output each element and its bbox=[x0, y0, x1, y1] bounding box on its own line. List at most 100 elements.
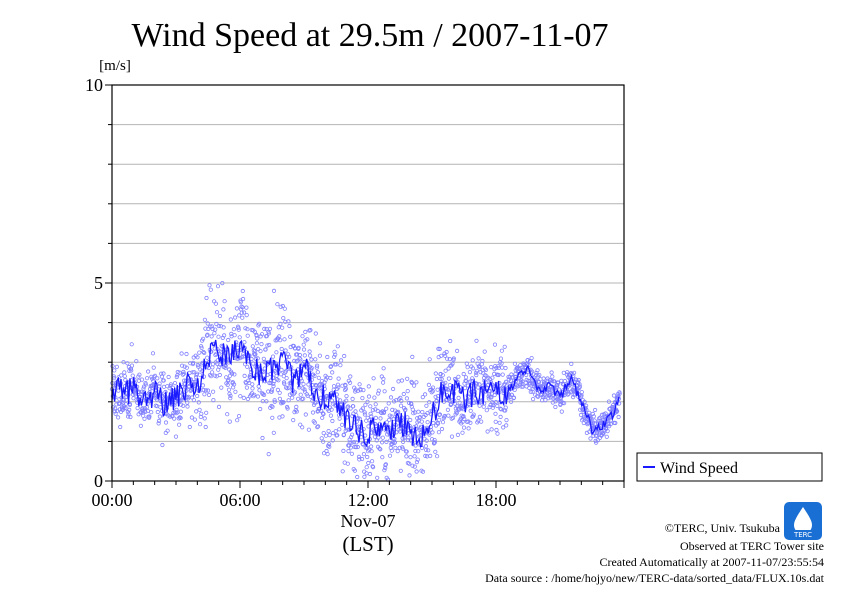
raw-point bbox=[461, 414, 466, 419]
raw-point bbox=[456, 395, 461, 400]
raw-point bbox=[269, 389, 274, 394]
raw-point bbox=[272, 399, 277, 404]
raw-point bbox=[550, 374, 555, 379]
raw-point bbox=[294, 404, 299, 409]
raw-point bbox=[512, 361, 518, 366]
raw-point bbox=[492, 371, 497, 376]
terc-logo-icon: TERC bbox=[784, 502, 822, 540]
raw-point bbox=[335, 382, 341, 387]
raw-point bbox=[529, 355, 534, 361]
raw-point bbox=[493, 411, 498, 416]
raw-point bbox=[392, 440, 397, 445]
raw-point bbox=[203, 388, 209, 393]
raw-point bbox=[221, 325, 226, 330]
raw-point bbox=[321, 411, 326, 417]
raw-point bbox=[298, 422, 303, 427]
raw-point bbox=[396, 379, 401, 384]
raw-point bbox=[231, 327, 236, 332]
x-tick-label: 06:00 bbox=[219, 490, 260, 510]
raw-point bbox=[345, 404, 351, 409]
raw-point bbox=[510, 375, 516, 380]
raw-point bbox=[199, 345, 204, 350]
raw-point bbox=[222, 362, 227, 368]
x-tick-label: 00:00 bbox=[91, 490, 132, 510]
x-tick-label: 12:00 bbox=[347, 490, 388, 510]
raw-point bbox=[226, 387, 232, 392]
raw-point bbox=[468, 408, 473, 413]
raw-point bbox=[317, 353, 322, 358]
raw-point bbox=[219, 385, 224, 390]
raw-point bbox=[372, 434, 377, 439]
raw-point bbox=[476, 356, 481, 361]
raw-point bbox=[237, 335, 242, 340]
raw-point bbox=[361, 427, 366, 432]
raw-point bbox=[160, 442, 165, 448]
footer-copyright: ©TERC, Univ. Tsukuba bbox=[665, 521, 781, 535]
raw-point bbox=[382, 468, 387, 473]
raw-point bbox=[445, 407, 450, 412]
footer-observed: Observed at TERC Tower site bbox=[680, 539, 824, 553]
raw-point bbox=[410, 463, 415, 468]
raw-point bbox=[462, 416, 467, 422]
raw-point bbox=[328, 375, 333, 381]
raw-point bbox=[205, 332, 210, 337]
raw-point bbox=[435, 421, 441, 426]
raw-point bbox=[333, 429, 338, 434]
raw-point bbox=[286, 398, 291, 403]
raw-point bbox=[204, 295, 209, 301]
raw-point bbox=[254, 333, 259, 338]
raw-point bbox=[512, 387, 517, 392]
raw-point bbox=[434, 454, 440, 459]
raw-point bbox=[485, 429, 490, 434]
raw-point bbox=[275, 302, 280, 307]
raw-point bbox=[436, 430, 441, 435]
raw-point bbox=[493, 419, 498, 424]
raw-point bbox=[391, 399, 397, 404]
raw-point bbox=[414, 459, 419, 465]
raw-point bbox=[386, 401, 391, 406]
raw-point bbox=[604, 434, 609, 439]
raw-point bbox=[255, 356, 260, 361]
raw-point bbox=[216, 404, 222, 409]
raw-point bbox=[561, 400, 567, 406]
raw-point bbox=[370, 464, 376, 470]
raw-point bbox=[529, 369, 535, 374]
raw-point bbox=[255, 394, 260, 399]
raw-point bbox=[347, 380, 353, 385]
raw-point bbox=[301, 342, 306, 347]
raw-point bbox=[407, 461, 412, 466]
raw-point bbox=[430, 430, 435, 435]
raw-point bbox=[128, 414, 133, 420]
raw-point bbox=[518, 366, 523, 371]
raw-point bbox=[122, 370, 127, 375]
raw-point bbox=[508, 399, 514, 404]
raw-point bbox=[474, 372, 479, 378]
raw-point bbox=[424, 403, 429, 408]
raw-point bbox=[417, 415, 422, 420]
raw-point bbox=[325, 451, 330, 457]
raw-point bbox=[353, 445, 359, 450]
raw-point bbox=[321, 451, 327, 456]
raw-point bbox=[123, 401, 128, 407]
raw-point bbox=[202, 350, 207, 355]
raw-point bbox=[606, 422, 611, 427]
raw-point bbox=[339, 422, 345, 427]
raw-point bbox=[246, 378, 251, 383]
raw-point bbox=[217, 372, 222, 378]
raw-point bbox=[302, 353, 307, 358]
raw-point bbox=[425, 411, 430, 416]
raw-point bbox=[409, 380, 415, 385]
raw-point bbox=[243, 326, 248, 331]
raw-point bbox=[435, 387, 440, 392]
raw-point bbox=[186, 396, 191, 401]
raw-point bbox=[366, 460, 371, 466]
raw-point bbox=[426, 382, 431, 387]
raw-point bbox=[367, 471, 373, 477]
raw-point bbox=[341, 448, 346, 453]
raw-point bbox=[121, 397, 126, 403]
raw-point bbox=[434, 398, 439, 403]
raw-point bbox=[395, 448, 400, 454]
raw-point bbox=[446, 413, 451, 418]
raw-point bbox=[282, 306, 287, 311]
raw-point bbox=[351, 439, 356, 445]
